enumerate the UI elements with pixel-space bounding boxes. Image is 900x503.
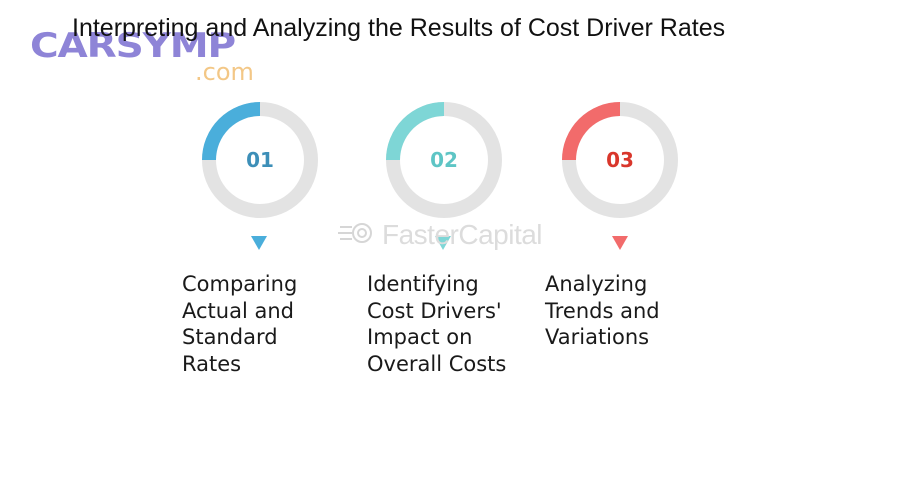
step-1-label: Comparing Actual and Standard Rates: [182, 271, 342, 377]
step-3-number: 03: [606, 148, 634, 172]
step-2-label-line: Cost Drivers': [367, 298, 502, 323]
step-2-ring: 02: [384, 100, 504, 220]
step-2-arrow-down-icon: [435, 236, 451, 250]
step-3-label-line: Trends and: [545, 298, 660, 323]
step-1-arrow-down-icon: [251, 236, 267, 250]
gear-icon: [338, 215, 378, 255]
step-2-label-line: Impact on: [367, 325, 473, 349]
step-1-label-line: Rates: [182, 351, 242, 376]
step-1-number: 01: [246, 148, 274, 172]
step-2-label-line: Identifying: [367, 272, 479, 296]
step-1-label-line: Actual and: [182, 298, 294, 323]
step-2-label: Identifying Cost Drivers' Impact on Over…: [367, 271, 527, 377]
logo-main-text: CARSYMP: [30, 26, 236, 66]
step-2-label-line: Overall Costs: [367, 351, 507, 376]
step-1-ring-arc: [202, 102, 261, 161]
step-2-ring-arc: [386, 102, 445, 161]
step-3-ring: 03: [560, 100, 680, 220]
step-2-number: 02: [430, 148, 458, 172]
step-3-label-line: Variations: [545, 325, 650, 349]
step-3-arrow-down-icon: [612, 236, 628, 250]
step-3-ring-arc: [562, 102, 621, 161]
step-1-ring: 01: [200, 100, 320, 220]
step-3-label-line: Analyzing: [545, 272, 648, 296]
carsymp-logo: CARSYMP .com: [30, 28, 254, 86]
logo-sub-text: .com: [195, 58, 254, 86]
watermark-text: FasterCapital: [382, 219, 543, 250]
step-1-label-line: Standard: [182, 325, 278, 349]
fastercapital-watermark: FasterCapital: [338, 215, 543, 255]
page-title: Interpreting and Analyzing the Results o…: [72, 14, 726, 42]
step-3-label: Analyzing Trends and Variations: [545, 271, 705, 351]
step-1-label-line: Comparing: [182, 272, 298, 296]
